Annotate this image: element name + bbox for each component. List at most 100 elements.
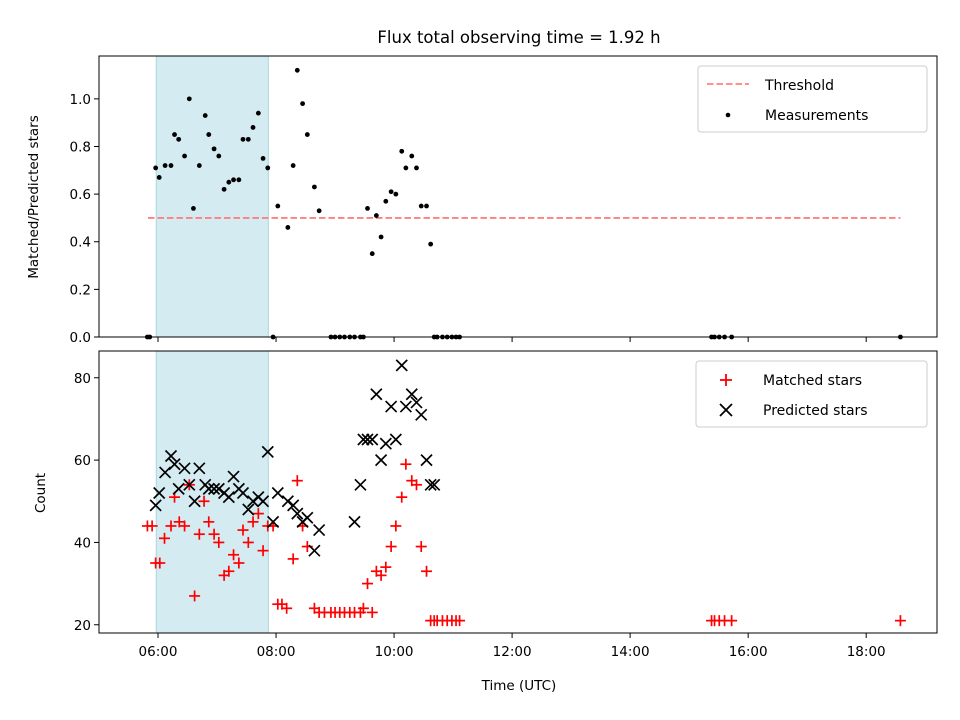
top-legend-box: [697, 65, 928, 133]
predicted-point: [420, 453, 433, 467]
predicted-point: [188, 495, 201, 508]
predicted-point: [301, 511, 314, 524]
matched-point: [257, 545, 269, 557]
top-shaded-interval: [155, 55, 269, 338]
measurement-point: [176, 136, 182, 142]
matched-point: [242, 536, 254, 548]
measurement-point: [418, 203, 424, 209]
predicted-point: [366, 433, 379, 446]
predicted-point: [153, 486, 166, 500]
matched-point: [165, 520, 177, 532]
measurement-point: [191, 206, 196, 211]
predicted-point: [193, 462, 206, 475]
measurement-point: [236, 177, 242, 183]
predicted-point: [236, 486, 250, 500]
bottom-panel: 20 40 60 80 06:00 08:00 10:00 12:00 14:00 16:00 1…: [33, 350, 938, 694]
top-y-tick-label: 0.8: [70, 139, 91, 155]
x-tick-label: 16:00: [729, 644, 768, 660]
measurement-point: [312, 184, 317, 190]
measurement-point: [206, 132, 212, 137]
top-y-axis-label: Matched/Predicted stars: [26, 115, 42, 278]
measurement-point: [168, 163, 174, 168]
predicted-point: [374, 453, 388, 467]
predicted-point: [227, 470, 240, 483]
predicted-point: [389, 433, 402, 446]
measurement-point: [428, 241, 434, 247]
x-tick-label: 10:00: [375, 644, 414, 660]
matched-point: [213, 536, 225, 548]
predicted-point: [183, 478, 196, 491]
measurement-point: [300, 101, 305, 107]
matched-point: [146, 520, 158, 532]
bottom-y-ticks: 20 40 60 80: [74, 371, 99, 634]
legend-matched-swatch: [720, 374, 732, 386]
legend-predicted-swatch: [719, 403, 733, 417]
bottom-y-tick-label: 40: [74, 535, 91, 551]
matched-point: [410, 479, 422, 491]
predicted-point: [202, 482, 215, 496]
measurement-point: [275, 203, 281, 209]
predicted-point: [222, 491, 235, 504]
predicted-point: [207, 482, 221, 496]
predicted-point: [395, 359, 408, 372]
measurement-point: [294, 67, 300, 73]
bottom-legend-box: [695, 360, 928, 428]
measurement-point: [240, 136, 246, 142]
predicted-point: [261, 445, 274, 458]
measurement-point: [285, 225, 291, 230]
legend-predicted-label: Predicted stars: [763, 403, 868, 419]
measurement-point: [231, 177, 236, 183]
matched-point: [366, 606, 378, 618]
matched-points: [141, 458, 906, 627]
matched-point: [223, 565, 235, 577]
matched-point: [247, 516, 259, 528]
matched-point: [237, 524, 249, 536]
measurement-point: [403, 165, 409, 171]
top-legend: Threshold Measurements: [697, 65, 928, 133]
top-axes-frame: [98, 55, 938, 338]
top-shade-layer: [155, 55, 269, 338]
matched-point: [362, 578, 374, 590]
measurement-point: [290, 163, 296, 168]
measurement-points: [144, 67, 903, 340]
matched-point: [252, 508, 264, 520]
bottom-y-tick-label: 60: [74, 453, 91, 469]
legend-matched-label: Matched stars: [763, 373, 862, 389]
measurement-point: [414, 165, 419, 171]
matched-point: [385, 541, 397, 553]
top-y-ticks: 0.0 0.2 0.4 0.6 0.8 1.0: [70, 92, 99, 346]
matched-point: [233, 557, 245, 569]
matched-point: [380, 561, 392, 573]
predicted-point: [405, 388, 418, 401]
x-tick-label: 08:00: [257, 644, 296, 660]
predicted-point: [424, 478, 437, 491]
predicted-point: [287, 499, 300, 512]
matched-point: [375, 569, 387, 581]
predicted-point: [308, 544, 321, 557]
predicted-point: [291, 507, 304, 520]
matched-point: [198, 495, 210, 507]
measurement-point: [399, 148, 405, 154]
predicted-point: [164, 449, 178, 463]
top-y-tick-label: 0.6: [70, 187, 91, 203]
matched-point: [203, 516, 215, 528]
measurement-point: [186, 96, 192, 102]
measurement-point: [378, 234, 384, 240]
measurement-point: [250, 125, 256, 130]
matched-point: [454, 615, 466, 627]
matched-point: [193, 528, 205, 540]
measurement-point: [182, 153, 187, 159]
measurement-point: [424, 203, 429, 209]
matched-point: [390, 520, 402, 532]
measurement-point: [153, 165, 159, 171]
matched-point: [357, 602, 369, 614]
predicted-point: [415, 408, 428, 421]
measurement-point: [196, 163, 202, 168]
predicted-point: [348, 515, 361, 528]
measurement-point: [202, 113, 208, 118]
predicted-point: [266, 515, 280, 528]
measurement-point: [316, 208, 322, 214]
measurement-point: [226, 179, 232, 185]
predicted-point: [172, 482, 185, 496]
matched-point: [154, 557, 166, 569]
